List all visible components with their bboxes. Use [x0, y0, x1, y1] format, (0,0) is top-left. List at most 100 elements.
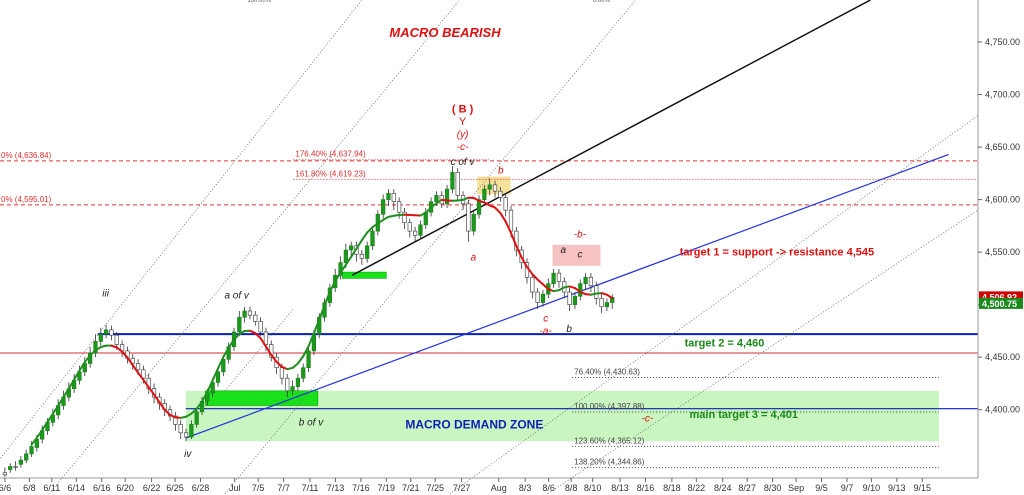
candle-body: [135, 363, 141, 371]
ma-falling-segment: [504, 220, 513, 234]
candle-body: [104, 329, 109, 335]
ma-rising-segment: [67, 378, 76, 390]
iii-label: iii: [102, 288, 109, 299]
diag-2: [48, 0, 460, 495]
x-tick-label: 7/7: [277, 483, 290, 493]
x-tick-label: 9/10: [863, 483, 881, 493]
candle-body: [365, 245, 370, 259]
ma-rising-segment: [41, 421, 49, 432]
x-tick-label: 8/22: [688, 483, 706, 493]
candle-body: [13, 466, 18, 468]
x-tick-label: Aug: [491, 483, 507, 493]
wave-y-label: Y: [459, 116, 467, 128]
candle-body: [253, 314, 258, 322]
fib-100-top-label: 100.00%: [247, 0, 271, 4]
ma-falling-segment: [137, 371, 145, 381]
ma-rising-segment: [216, 356, 225, 370]
wave-y-small-label: (y): [457, 130, 469, 141]
x-tick-label: 8/10: [584, 483, 602, 493]
y-tick-label: 4,450.00: [985, 352, 1020, 362]
x-tick-label: 7/13: [327, 483, 345, 493]
ma-rising-segment: [323, 290, 331, 307]
ma-rising-segment: [435, 198, 443, 205]
candle-body: [141, 369, 146, 379]
candle-body: [349, 245, 354, 251]
x-tick-label: 6/14: [68, 483, 86, 493]
ma-falling-segment: [483, 201, 491, 207]
ma-rising-segment: [430, 202, 438, 209]
candle-body: [237, 316, 242, 333]
candle-body: [359, 253, 364, 259]
x-tick-label: 6/16: [93, 483, 111, 493]
fib-0-top-label: 0.00%: [593, 0, 611, 4]
green-block-jul: [341, 271, 387, 279]
ma-rising-segment: [195, 400, 204, 410]
candle-body: [98, 333, 103, 342]
candle-body: [301, 367, 306, 379]
ma-falling-segment: [472, 196, 481, 202]
x-tick-label: 8/18: [663, 483, 681, 493]
ma-falling-segment: [536, 278, 544, 286]
candle-body: [279, 367, 285, 379]
x-tick-label: 6/6: [0, 483, 11, 493]
ma-rising-segment: [232, 333, 241, 341]
ma-falling-segment: [259, 337, 267, 348]
ma-rising-segment: [328, 280, 337, 293]
candle-body: [530, 277, 535, 293]
candle-body: [24, 453, 29, 461]
ma-rising-segment: [51, 404, 60, 415]
candle-body: [194, 411, 199, 425]
candle-body: [370, 230, 375, 247]
ma-falling-segment: [254, 332, 262, 340]
ma-rising-segment: [366, 226, 374, 234]
candle-body: [556, 272, 562, 282]
y-tick-label: 4,600.00: [985, 195, 1020, 205]
ma-falling-segment: [270, 353, 278, 363]
ma-falling-segment: [525, 266, 534, 276]
fib-0-upper-label: 0% (4,636.84): [1, 151, 52, 160]
candle-body: [263, 331, 269, 345]
candle-body: [498, 190, 503, 198]
black-trend: [351, 0, 871, 276]
c-black-label: c: [577, 249, 582, 260]
ma-rising-segment: [201, 390, 209, 403]
ma-rising-segment: [318, 304, 326, 321]
candle-body: [109, 329, 114, 336]
candle-body: [397, 201, 402, 213]
candle-body: [285, 377, 290, 392]
blue-trend: [185, 153, 949, 439]
ma-rising-segment: [238, 330, 246, 336]
ma-rising-segment: [291, 362, 299, 369]
ma-falling-segment: [510, 231, 518, 248]
ma-falling-segment: [264, 345, 273, 356]
candle-body: [455, 171, 460, 196]
fib-76-label: 76.40% (4,430.63): [574, 368, 640, 377]
fib-100-label: 100.00% (4,397.88): [574, 402, 645, 411]
candle-body: [572, 295, 578, 305]
ma-falling-segment: [541, 283, 550, 291]
main-target3-label: main target 3 = 4,401: [689, 409, 798, 421]
ma-rising-segment: [89, 349, 97, 357]
ma-rising-segment: [57, 396, 65, 407]
x-tick-label: 9/7: [841, 483, 854, 493]
c-red-target-label: -c-: [642, 413, 654, 424]
diag-4: [449, 115, 979, 495]
candle-body: [381, 199, 386, 215]
a-black-label: a: [561, 245, 567, 256]
ma-falling-segment: [131, 364, 140, 374]
ma-rising-segment: [350, 247, 358, 258]
candle-body: [482, 188, 487, 200]
candle-body: [492, 184, 498, 192]
ma-rising-segment: [371, 222, 379, 229]
candle-body: [247, 310, 253, 316]
ma-falling-segment: [115, 346, 124, 353]
x-tick-label: 9/5: [815, 483, 828, 493]
candle-body: [93, 341, 98, 354]
candle-body: [386, 193, 391, 200]
candle-body: [567, 291, 572, 305]
ma-falling-segment: [573, 287, 582, 293]
ma-rising-segment: [355, 239, 363, 250]
candle-body: [413, 230, 418, 236]
